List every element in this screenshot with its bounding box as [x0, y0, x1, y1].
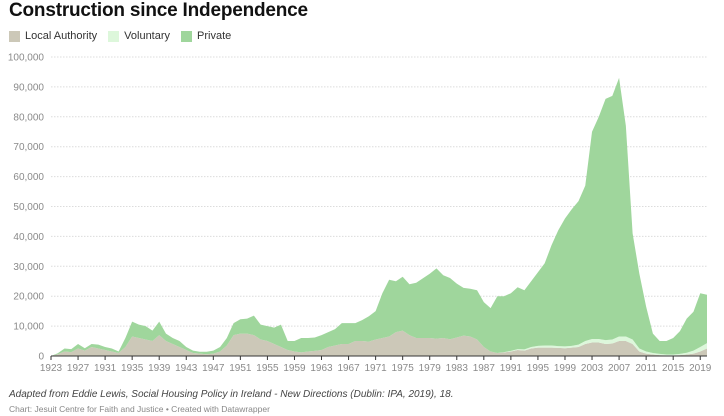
- x-tick-label: 1971: [364, 363, 387, 374]
- y-tick-label: 70,000: [13, 142, 44, 153]
- legend-swatch-voluntary: [108, 30, 120, 42]
- legend-label-private: Private: [197, 30, 232, 42]
- y-tick-label: 100,000: [8, 53, 45, 64]
- area-chart: 0 10,000 20,000 30,000 40,000 50,000 60,000 70,…: [8, 53, 712, 375]
- y-tick-label: 80,000: [13, 112, 44, 123]
- y-tick-label: 10,000: [13, 322, 44, 333]
- x-tick-label: 1975: [392, 363, 415, 374]
- legend-item-local-authority: Local Authority: [9, 30, 97, 42]
- area-private: [51, 77, 707, 357]
- x-tick-label: 1987: [473, 363, 496, 374]
- legend-item-private: Private: [181, 30, 231, 42]
- area-local-authority: [51, 330, 707, 356]
- x-tick-label: 1951: [229, 363, 252, 374]
- y-tick-label: 60,000: [13, 172, 44, 183]
- x-tick-label: 1955: [256, 363, 279, 374]
- x-tick-label: 1939: [148, 363, 171, 374]
- x-tick-label: 1923: [40, 363, 63, 374]
- x-tick-label: 1927: [67, 363, 90, 374]
- x-tick-label: 1979: [419, 363, 442, 374]
- series-areas: [51, 77, 707, 357]
- y-tick-label: 30,000: [13, 262, 44, 273]
- x-tick-label: 1943: [175, 363, 198, 374]
- y-axis-labels: 0 10,000 20,000 30,000 40,000 50,000 60,000 70,…: [8, 53, 45, 363]
- legend-swatch-local-authority: [9, 30, 20, 42]
- x-tick-label: 1959: [283, 363, 306, 374]
- source-note: Adapted from Eddie Lewis, Social Housing…: [9, 389, 454, 400]
- x-tick-label: 1995: [527, 363, 550, 374]
- legend-label-voluntary: Voluntary: [124, 30, 171, 42]
- x-tick-label: 1931: [94, 363, 117, 374]
- x-tick-label: 2007: [608, 363, 631, 374]
- legend-label-local-authority: Local Authority: [25, 30, 98, 42]
- x-tick-label: 1935: [121, 363, 144, 374]
- legend-item-voluntary: Voluntary: [108, 30, 170, 42]
- x-tick-label: 2011: [635, 363, 657, 374]
- x-tick-label: 2019: [689, 363, 712, 374]
- x-axis: 1923 1927 1931 1935 1939 1943 1947 1951 1955 1959…: [40, 355, 712, 374]
- x-tick-label: 1983: [446, 363, 469, 374]
- y-tick-label: 90,000: [13, 82, 44, 93]
- x-tick-label: 1947: [202, 363, 225, 374]
- x-tick-label: 1963: [310, 363, 333, 374]
- x-tick-label: 1967: [337, 363, 360, 374]
- y-tick-label: 40,000: [13, 232, 44, 243]
- x-tick-label: 1991: [500, 363, 523, 374]
- x-tick-label: 2015: [662, 363, 685, 374]
- x-tick-label: 1999: [554, 363, 577, 374]
- y-tick-label: 0: [38, 352, 44, 363]
- legend: Local Authority Voluntary Private: [9, 30, 242, 42]
- chart-title: Construction since Independence: [9, 0, 308, 21]
- legend-swatch-private: [181, 30, 193, 42]
- chart-credit: Chart: Jesuit Centre for Faith and Justi…: [9, 404, 270, 414]
- x-tick-label: 2003: [581, 363, 604, 374]
- y-tick-label: 50,000: [13, 202, 44, 213]
- y-tick-label: 20,000: [13, 292, 44, 303]
